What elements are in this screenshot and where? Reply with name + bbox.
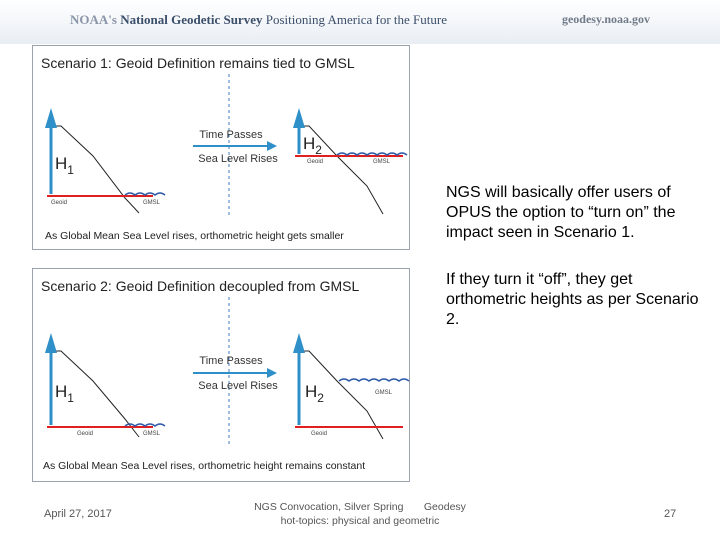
header-site: geodesy.noaa.gov <box>561 12 650 26</box>
footer-date: April 27, 2017 <box>44 508 112 520</box>
scenario-2-diagram: Scenario 2: Geoid Definition decoupled f… <box>41 278 410 472</box>
h1-label: H1 <box>55 154 74 177</box>
gmsl-wave-left <box>124 192 166 196</box>
arrow-head-right <box>293 333 305 353</box>
scenario-1-diagram: Scenario 1: Geoid Definition remains tie… <box>41 55 408 242</box>
footer-center-line-2: hot-topics: physical and geometric <box>280 515 440 527</box>
h2-label: H2 <box>305 382 324 405</box>
header-org-name: National Geodetic Survey <box>120 12 263 27</box>
scenario-2-caption: As Global Mean Sea Level rises, orthomet… <box>43 460 365 472</box>
scenario-1-caption: As Global Mean Sea Level rises, orthomet… <box>45 230 344 242</box>
arrow-head-right <box>293 108 305 128</box>
gmsl-label-right: GMSL <box>375 390 393 396</box>
footer-center: NGS Convocation, Silver Spring Geodesy h… <box>230 500 490 528</box>
sea-level-rises-label: Sea Level Rises <box>198 153 278 165</box>
h1-label: H1 <box>55 382 74 405</box>
slide-header: NOAA's National Geodetic Survey Position… <box>0 0 720 44</box>
side-paragraph-1: NGS will basically offer users of OPUS t… <box>446 184 676 241</box>
time-arrow-head <box>267 368 277 378</box>
geoid-label-left: Geoid <box>77 431 93 437</box>
geoid-label-left: Geoid <box>51 200 67 206</box>
arrow-head-left <box>45 108 57 128</box>
geoid-label-right: Geoid <box>307 159 323 165</box>
gmsl-label-left: GMSL <box>143 431 161 437</box>
gmsl-wave-left <box>124 423 166 427</box>
page-number: 27 <box>664 508 677 520</box>
time-arrow-head <box>267 141 277 151</box>
scenario-1-panel: Scenario 1: Geoid Definition remains tie… <box>32 45 410 250</box>
gmsl-label-right: GMSL <box>373 159 391 165</box>
arrow-head-left <box>45 333 57 353</box>
scenario-1-title: Scenario 1: Geoid Definition remains tie… <box>41 55 355 71</box>
h2-label: H2 <box>303 134 322 157</box>
header-org-prefix: NOAA's <box>70 12 117 27</box>
side-paragraph-2: If they turn it “off”, they get orthomet… <box>446 271 699 328</box>
footer-center-line-1: NGS Convocation, Silver Spring Geodesy <box>254 501 466 513</box>
header-tagline: Positioning America for the Future <box>265 12 447 27</box>
scenario-2-title: Scenario 2: Geoid Definition decoupled f… <box>41 278 359 294</box>
scenario-2-panel: Scenario 2: Geoid Definition decoupled f… <box>32 268 410 482</box>
gmsl-label-left: GMSL <box>143 200 161 206</box>
geoid-label-right: Geoid <box>311 431 327 437</box>
header-org: NOAA's National Geodetic Survey Position… <box>70 12 447 28</box>
sea-level-rises-label: Sea Level Rises <box>198 380 278 392</box>
time-passes-label: Time Passes <box>199 355 263 367</box>
time-passes-label: Time Passes <box>199 129 263 141</box>
gmsl-wave-right <box>336 152 408 156</box>
gmsl-wave-right <box>338 378 410 382</box>
